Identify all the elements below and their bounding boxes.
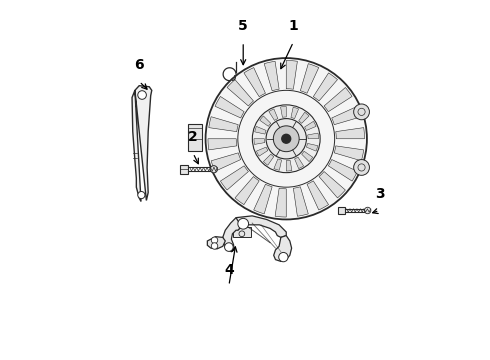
Polygon shape	[302, 151, 313, 162]
Circle shape	[266, 118, 306, 159]
Polygon shape	[324, 87, 352, 112]
Polygon shape	[294, 187, 308, 216]
Polygon shape	[328, 159, 357, 181]
Polygon shape	[300, 64, 319, 93]
Circle shape	[205, 58, 367, 220]
Circle shape	[138, 91, 147, 99]
Circle shape	[279, 252, 288, 262]
Polygon shape	[274, 235, 292, 261]
Polygon shape	[227, 80, 253, 106]
Circle shape	[282, 134, 291, 143]
Circle shape	[238, 219, 248, 229]
Polygon shape	[286, 160, 292, 171]
Polygon shape	[264, 61, 279, 91]
Bar	[188, 125, 202, 151]
Polygon shape	[332, 106, 361, 125]
Polygon shape	[254, 184, 272, 214]
Circle shape	[211, 237, 218, 243]
Circle shape	[354, 104, 369, 120]
Polygon shape	[308, 133, 319, 139]
Circle shape	[138, 192, 145, 199]
Text: 1: 1	[289, 19, 298, 33]
Polygon shape	[132, 86, 152, 202]
Polygon shape	[211, 153, 241, 171]
Polygon shape	[336, 128, 365, 139]
Circle shape	[354, 159, 369, 175]
Text: 5: 5	[238, 19, 248, 33]
Polygon shape	[334, 146, 364, 161]
Polygon shape	[256, 147, 268, 156]
Polygon shape	[208, 139, 237, 150]
Polygon shape	[236, 216, 286, 237]
Polygon shape	[307, 181, 329, 210]
Polygon shape	[235, 176, 259, 204]
Polygon shape	[281, 107, 286, 117]
Polygon shape	[244, 68, 266, 97]
Polygon shape	[294, 157, 304, 168]
Circle shape	[273, 126, 299, 152]
Polygon shape	[220, 166, 248, 190]
Polygon shape	[299, 112, 309, 123]
Text: 4: 4	[224, 263, 234, 276]
Polygon shape	[305, 121, 316, 130]
Polygon shape	[286, 60, 297, 89]
Polygon shape	[254, 139, 265, 144]
Text: 3: 3	[375, 187, 384, 201]
Polygon shape	[306, 143, 318, 151]
Bar	[233, 226, 251, 237]
Polygon shape	[313, 73, 338, 101]
Polygon shape	[209, 117, 238, 132]
Polygon shape	[275, 188, 286, 217]
Polygon shape	[215, 96, 244, 118]
Polygon shape	[274, 159, 282, 170]
Bar	[338, 207, 345, 215]
Polygon shape	[223, 218, 242, 252]
Bar	[180, 165, 188, 174]
Text: 2: 2	[188, 130, 198, 144]
Polygon shape	[255, 126, 266, 134]
Text: 6: 6	[134, 58, 144, 72]
Circle shape	[252, 105, 320, 173]
Circle shape	[211, 243, 218, 249]
Polygon shape	[291, 107, 298, 119]
Circle shape	[224, 243, 233, 251]
Polygon shape	[260, 116, 271, 126]
Polygon shape	[207, 237, 225, 249]
Polygon shape	[264, 154, 274, 165]
Polygon shape	[269, 109, 278, 120]
Circle shape	[365, 207, 371, 214]
Circle shape	[210, 166, 218, 173]
Polygon shape	[319, 171, 345, 198]
